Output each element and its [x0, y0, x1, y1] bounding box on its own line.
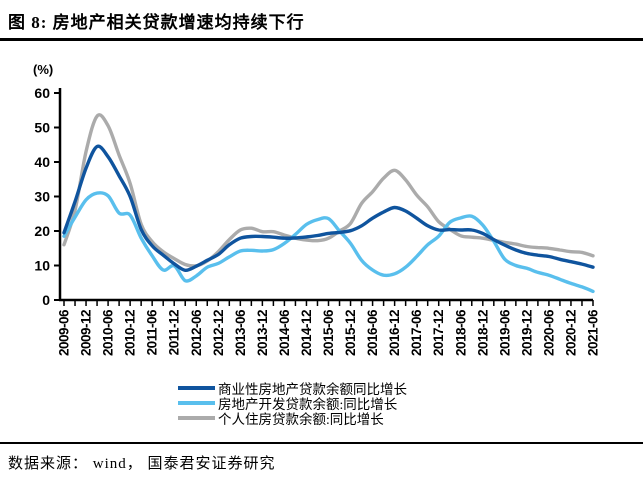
x-tick-label: 2013-12 — [255, 310, 270, 356]
legend-item-development-loans: 房地产开发贷款余额:同比增长 — [178, 395, 407, 412]
y-tick-label: 40 — [34, 154, 50, 170]
x-tick-label: 2009-06 — [57, 309, 72, 356]
legend-line-swatch-gray — [178, 415, 215, 420]
x-tick-label: 2012-12 — [211, 310, 226, 356]
x-tick-label: 2016-06 — [365, 309, 380, 356]
x-tick-label: 2021-06 — [586, 309, 601, 356]
legend-item-label: 房地产开发贷款余额:同比增长 — [218, 396, 398, 412]
x-tick-label: 2011-12 — [167, 310, 182, 355]
y-tick-label: 50 — [34, 120, 50, 136]
x-tick-label: 2017-12 — [431, 310, 446, 356]
x-tick-label: 2014-12 — [299, 310, 314, 356]
y-tick-label: 0 — [42, 292, 50, 308]
legend-line-swatch-dark-blue — [178, 385, 215, 390]
series-line-1 — [62, 191, 595, 294]
figure-title: 图 8: 房地产相关贷款增速均持续下行 — [8, 13, 305, 32]
data-source-note: 数据来源： wind， 国泰君安证券研究 — [8, 456, 276, 472]
legend-item-label: 商业性房地产贷款余额同比增长 — [218, 381, 407, 397]
x-tick-label: 2018-12 — [475, 310, 490, 356]
legend-item-label: 个人住房贷款余额:同比增长 — [218, 411, 384, 427]
legend-item-commercial-re-loans: 商业性房地产贷款余额同比增长 — [178, 380, 407, 397]
y-tick-label: 60 — [34, 85, 50, 101]
y-tick-label: 10 — [34, 258, 50, 274]
x-tick-label: 2017-06 — [409, 309, 424, 356]
series-line-2 — [62, 113, 595, 268]
x-tick-label: 2010-06 — [101, 309, 116, 356]
x-tick-label: 2010-12 — [123, 310, 138, 356]
x-tick-label: 2019-06 — [497, 309, 512, 356]
x-tick-label: 2018-06 — [453, 309, 468, 356]
x-tick-label: 2020-06 — [541, 309, 556, 356]
series-line-0 — [62, 144, 595, 273]
x-tick-label: 2019-12 — [519, 310, 534, 356]
y-tick-label: 20 — [34, 223, 50, 239]
x-tick-label: 2012-06 — [189, 309, 204, 356]
x-tick-label: 2009-12 — [79, 310, 94, 356]
legend-item-personal-housing-loans: 个人住房贷款余额:同比增长 — [178, 410, 407, 427]
y-tick-label: 30 — [34, 189, 50, 205]
x-tick-label: 2014-06 — [277, 309, 292, 356]
title-divider — [0, 38, 643, 41]
chart-legend: 商业性房地产贷款余额同比增长 房地产开发贷款余额:同比增长 个人住房贷款余额:同… — [178, 380, 407, 427]
x-tick-label: 2013-06 — [233, 309, 248, 356]
x-tick-label: 2020-12 — [563, 310, 578, 356]
footer-divider — [0, 442, 643, 444]
x-tick-label: 2015-12 — [343, 310, 358, 356]
x-tick-label: 2011-06 — [145, 309, 160, 355]
legend-line-swatch-light-blue — [178, 400, 215, 405]
x-tick-label: 2015-06 — [321, 309, 336, 356]
y-axis-unit-label: (%) — [33, 62, 54, 77]
x-tick-label: 2016-12 — [387, 310, 402, 356]
